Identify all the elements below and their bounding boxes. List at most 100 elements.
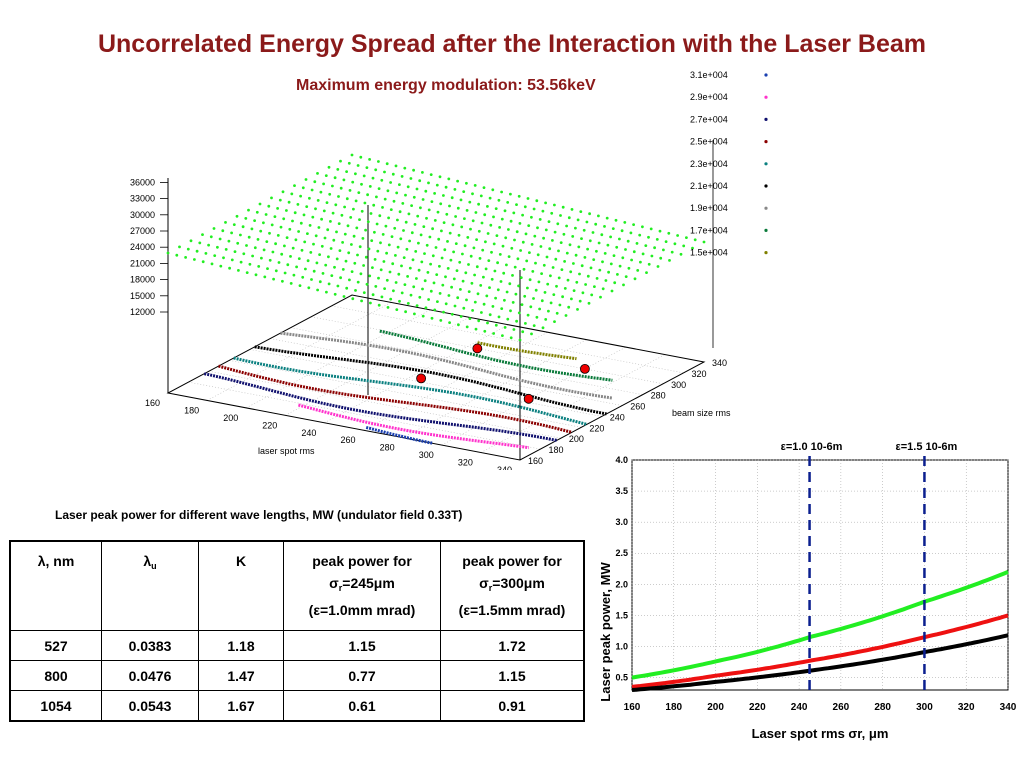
surface-point [502, 271, 506, 275]
surface-point [374, 168, 378, 172]
surface-point [313, 180, 317, 184]
y-axis-label-3d: beam size rms [672, 408, 731, 418]
surface-point [362, 174, 366, 178]
surface-point [251, 254, 255, 258]
surface-point [545, 255, 549, 259]
surface-point [497, 198, 501, 202]
x-tick-label: 240 [301, 428, 316, 438]
surface-point [363, 201, 367, 205]
surface-point [574, 253, 578, 257]
surface-point [558, 303, 562, 307]
surface-point [320, 217, 323, 221]
surface-point [560, 268, 564, 271]
surface-point [579, 210, 583, 214]
surface-point [281, 190, 285, 194]
table-caption: Laser peak power for different wave leng… [55, 508, 463, 522]
surface-point [458, 260, 462, 264]
surface-point [442, 221, 446, 225]
surface-point [207, 243, 211, 247]
surface-point [491, 188, 495, 192]
surface-point [354, 199, 358, 203]
surface-point [465, 181, 468, 185]
surface-point [353, 261, 357, 265]
surface-point [564, 314, 568, 317]
surface-point [552, 293, 556, 296]
surface-point [224, 221, 227, 224]
surface-point [219, 264, 223, 268]
surface-point [404, 310, 407, 314]
surface-point [378, 214, 382, 218]
surface-point [414, 250, 418, 253]
surface-point [624, 275, 628, 278]
surface-point [526, 197, 530, 200]
surface-point [670, 250, 674, 254]
surface-point [603, 225, 606, 228]
surface-point [298, 284, 302, 287]
surface-point [350, 153, 354, 157]
surface-point [377, 187, 381, 191]
surface-point [429, 289, 433, 293]
surface-point [368, 185, 372, 188]
surface-point [189, 239, 193, 243]
legend-label: 3.1e+004 [690, 70, 728, 80]
surface-point [264, 213, 268, 216]
table-cell: 1.47 [198, 660, 284, 691]
surface-point [410, 231, 414, 235]
surface-point [289, 282, 293, 285]
surface-point [457, 233, 461, 237]
surface-point [471, 192, 474, 196]
surface-point [450, 285, 453, 289]
surface-point [350, 270, 354, 273]
surface-point [576, 308, 579, 311]
surface-point [459, 198, 463, 202]
surface-point [387, 216, 390, 220]
surface-point [475, 265, 479, 269]
surface-point [232, 223, 236, 227]
surface-point [382, 260, 386, 263]
surface-point [437, 237, 441, 241]
surface-point [585, 220, 589, 224]
contour-line [365, 425, 433, 445]
surface-point [348, 189, 352, 192]
surface-point [362, 291, 366, 294]
surface-point [530, 332, 533, 336]
surface-point [468, 200, 472, 204]
surface-point [247, 208, 250, 212]
surface-point [454, 242, 458, 246]
surface-point [305, 205, 309, 209]
surface-point [610, 289, 614, 293]
surface-point [333, 176, 337, 180]
surface-point [410, 204, 413, 208]
surface-point [620, 229, 624, 233]
surface-point [556, 222, 560, 226]
table-cell: 1.15 [440, 660, 585, 691]
surface-point [509, 336, 513, 340]
surface-point [542, 263, 546, 267]
surface-point [273, 215, 277, 219]
surface-point [184, 256, 188, 259]
surface-point [444, 275, 447, 279]
surface-point [336, 284, 340, 288]
surface-point [450, 312, 454, 316]
surface-point [471, 219, 475, 223]
surface-point [327, 282, 331, 286]
surface-point [380, 295, 384, 299]
surface-point [570, 208, 574, 211]
surface-point [402, 256, 406, 259]
surface-point [566, 278, 570, 282]
surface-point [501, 334, 504, 337]
surface-point [291, 246, 295, 250]
surface-point [389, 181, 392, 184]
y-tick-label: 320 [692, 369, 707, 379]
surface-point [387, 243, 391, 247]
surface-point [259, 229, 263, 233]
surface-point [551, 266, 555, 269]
surface-point [506, 317, 510, 321]
y-axis-label: Laser peak power, MW [598, 562, 613, 702]
surface-point [534, 288, 538, 292]
x-axis-label: Laser spot rms σr, μm [752, 726, 889, 741]
table-cell: 0.61 [283, 690, 441, 722]
surface-point [289, 255, 292, 258]
series-line [631, 570, 1009, 680]
surface-point [221, 229, 225, 233]
